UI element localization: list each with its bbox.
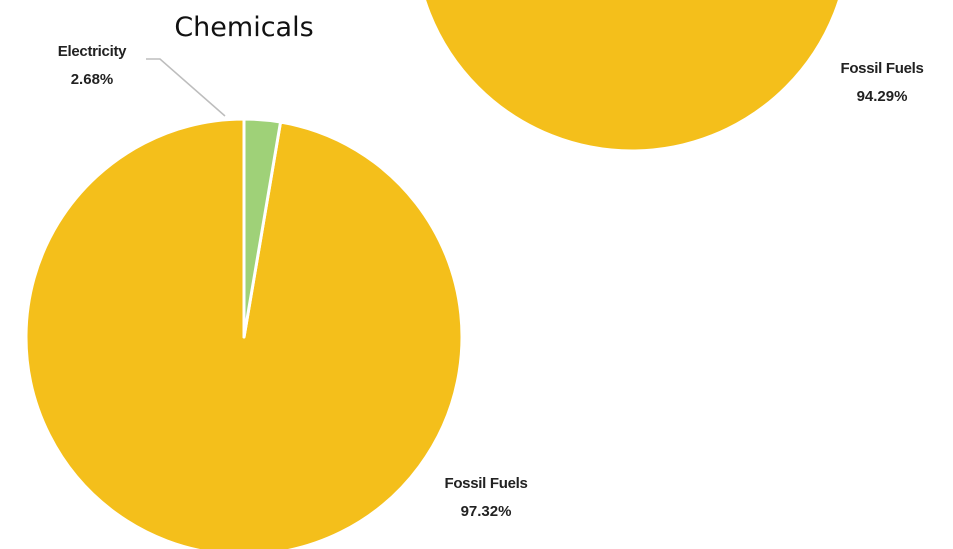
pie-top-fossil-fuels-value: 94.29% bbox=[857, 88, 908, 105]
pie-top-fossil-fuels-slice bbox=[423, 0, 841, 153]
pie-top-fossil-fuels-label: Fossil Fuels bbox=[840, 60, 923, 77]
pie-chart-chemicals: Chemicals Electricity 2.68% Fossil Fuels… bbox=[24, 12, 528, 549]
chemicals-electricity-label: Electricity bbox=[58, 43, 127, 60]
chemicals-electricity-value: 2.68% bbox=[71, 71, 114, 88]
chemicals-chart-title: Chemicals bbox=[174, 12, 313, 43]
pie-chart-top: Fossil Fuels 94.29% bbox=[423, 0, 924, 153]
chemicals-fossil-fuels-value: 97.32% bbox=[461, 503, 512, 520]
chemicals-fossil-fuels-label: Fossil Fuels bbox=[444, 475, 527, 492]
chemicals-electricity-slice bbox=[242, 117, 283, 339]
electricity-leader-line bbox=[146, 58, 226, 117]
chemicals-fossil-fuels-slice bbox=[24, 117, 464, 549]
